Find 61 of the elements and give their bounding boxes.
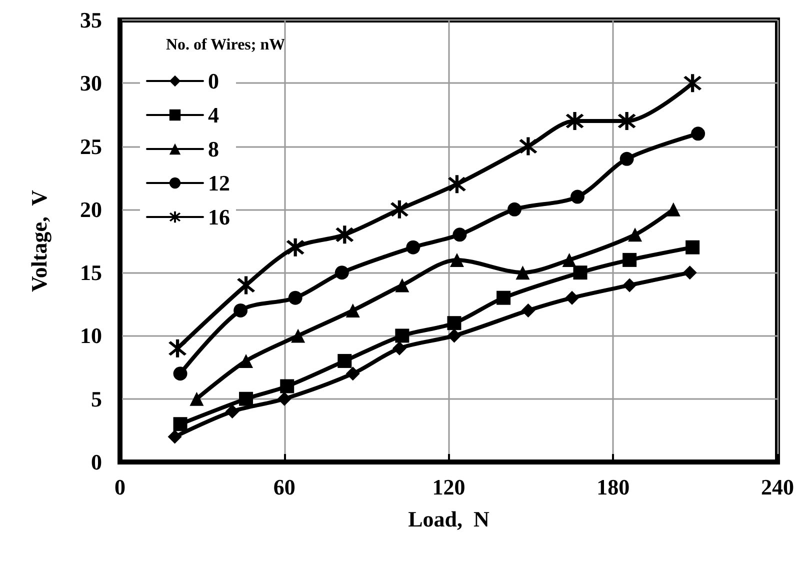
point [496,290,511,305]
point [277,392,292,406]
y-tick-label: 30 [80,70,102,96]
point [682,266,697,280]
point [562,252,576,267]
point [521,303,536,318]
legend-label: 8 [208,136,219,162]
point [516,266,530,280]
legend-title: No. of Wires; nW [166,36,286,54]
x-tick-label: 240 [761,474,794,500]
point [686,240,700,254]
point [346,303,360,318]
legend-label: 12 [208,170,230,196]
point [622,278,637,292]
point [573,266,588,280]
point [508,202,522,216]
point [190,392,204,406]
point [338,354,352,368]
x-tick-label: 180 [596,474,630,500]
point [622,252,637,267]
point [334,266,349,280]
y-axis-title: Voltage, V [26,190,52,292]
y-tick-label: 35 [80,8,102,32]
y-tick-label: 5 [91,386,102,412]
point [395,278,410,292]
point [346,366,360,381]
point [291,328,306,343]
point [452,228,467,242]
y-tick-label: 25 [80,134,102,159]
point [450,252,464,267]
y-tick-label: 0 [91,450,102,474]
y-tick-label: 20 [80,196,102,222]
point [225,404,240,418]
point [565,290,580,305]
point [406,240,420,254]
point [392,341,406,356]
x-tick-label: 0 [114,474,126,500]
point [168,430,182,444]
point [570,190,585,204]
legend-label: 16 [208,204,230,230]
point [239,392,254,406]
point [691,126,706,141]
point [239,354,254,368]
point [280,379,294,394]
y-tick-label: 10 [80,323,102,348]
x-tick-label: 60 [273,474,296,500]
x-axis-title: Load, N [408,506,490,532]
legend-label: 0 [208,68,219,94]
legend-label: 4 [208,102,219,128]
point [288,290,302,305]
y-tick-label: 15 [80,260,102,286]
point [395,328,410,343]
point [234,303,248,318]
point [447,328,462,343]
point [620,152,634,166]
point [447,316,462,330]
point [628,228,642,242]
point [666,202,680,216]
point [173,417,188,432]
x-tick-label: 120 [432,474,466,500]
point [173,366,188,381]
